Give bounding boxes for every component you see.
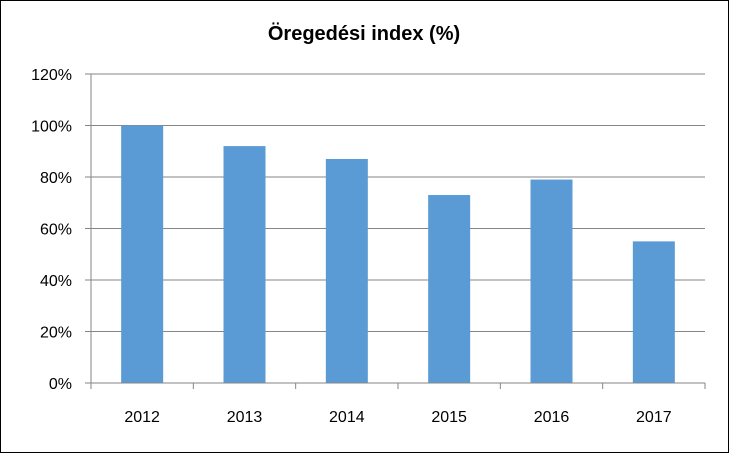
y-tick-label: 120% (31, 67, 72, 84)
bars (121, 125, 675, 383)
gridlines (91, 73, 705, 332)
x-tick-label: 2016 (534, 409, 570, 426)
y-tick-label: 60% (40, 222, 72, 239)
y-tick-label: 100% (31, 119, 72, 136)
y-tick-label: 80% (40, 170, 72, 187)
bar-2015 (428, 195, 471, 383)
y-tick-label: 0% (49, 376, 72, 393)
bar-2017 (632, 241, 675, 383)
tick-labels: 0% 20% 40% 60% 80% 100% 120% 2012 2013 2014 2015 20… (31, 67, 672, 426)
y-tick-label: 20% (40, 325, 72, 342)
x-tick-label: 2017 (636, 409, 672, 426)
bar-2013 (223, 146, 266, 383)
x-tick-label: 2012 (124, 409, 160, 426)
bar-2014 (325, 158, 368, 383)
axes (85, 73, 706, 389)
bar-2016 (530, 179, 573, 383)
x-tick-label: 2015 (431, 409, 467, 426)
x-tick-label: 2013 (227, 409, 263, 426)
bar-2012 (121, 125, 164, 383)
x-tick-label: 2014 (329, 409, 365, 426)
chart-title: Öregedési index (%) (268, 22, 460, 45)
y-tick-label: 40% (40, 273, 72, 290)
